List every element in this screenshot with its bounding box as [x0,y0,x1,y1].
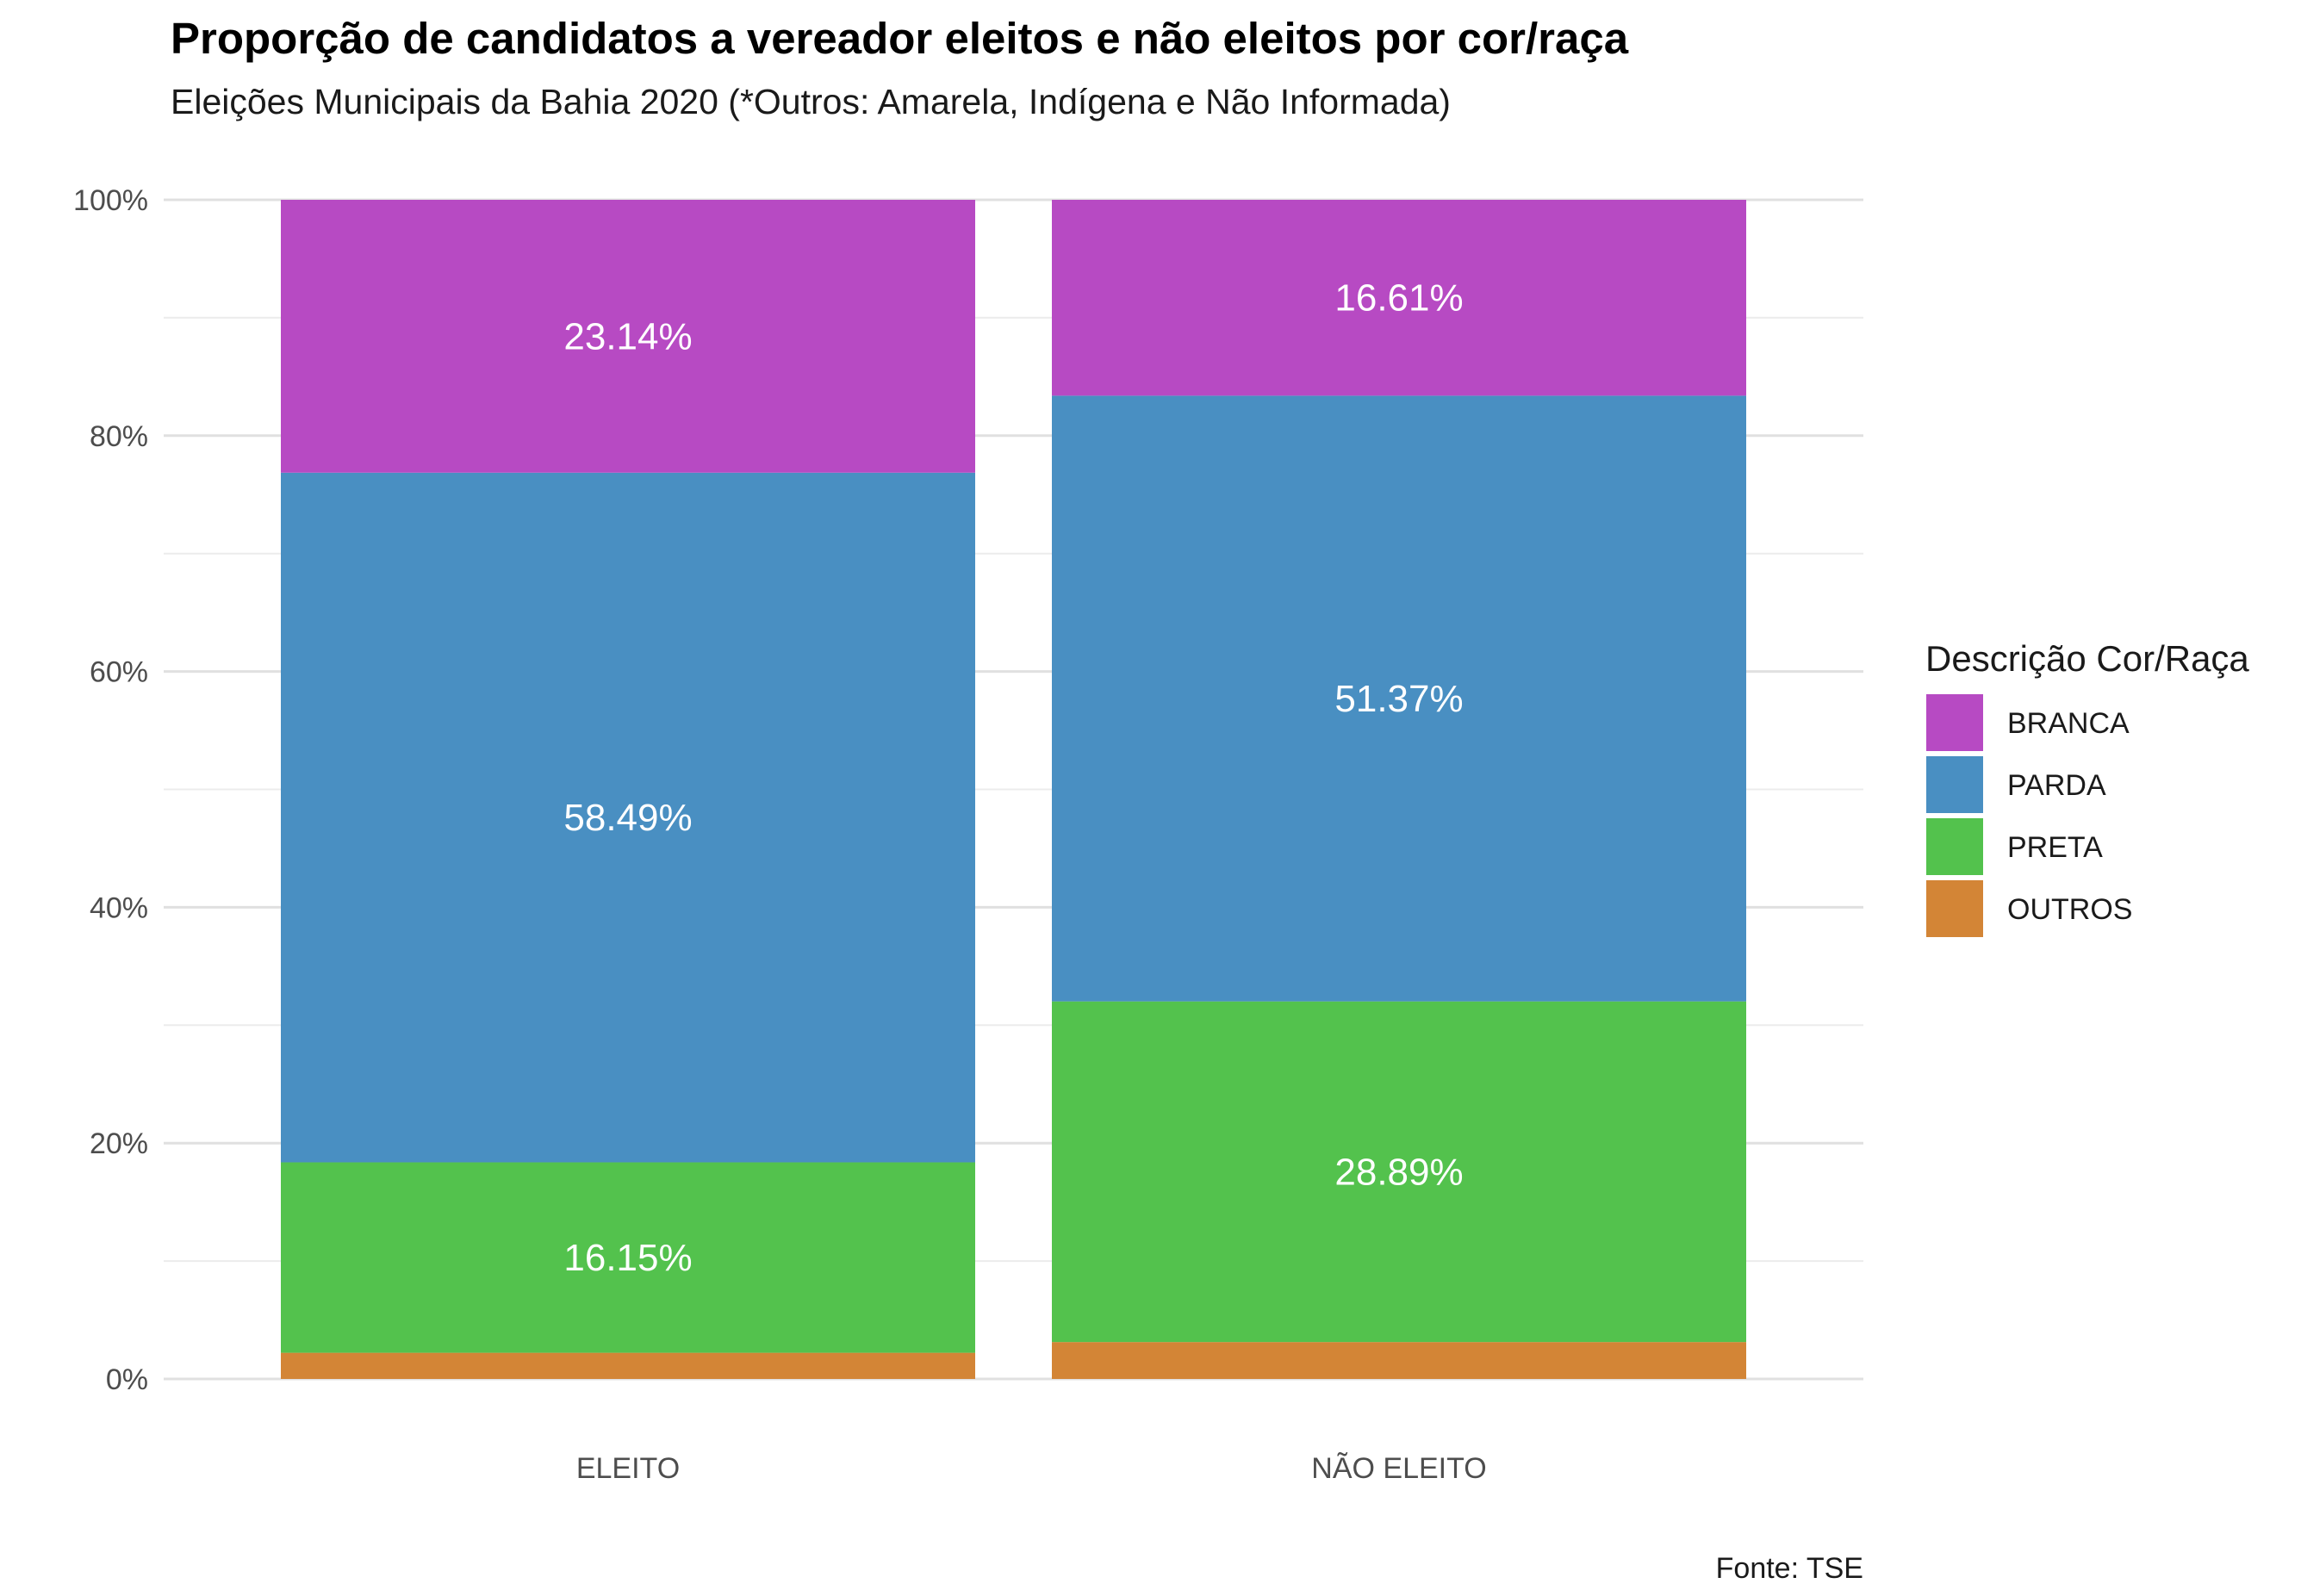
legend-key-branca [1926,694,1983,751]
bars [281,200,1746,1379]
legend-key-parda [1926,756,1983,813]
y-tick-label: 100% [73,184,148,217]
bar-segment-outros [281,1352,975,1379]
y-tick-label: 0% [106,1363,148,1396]
y-tick-label: 20% [90,1127,148,1160]
bar-segment-preta [1052,1001,1746,1343]
data-label: 51.37% [1334,678,1463,720]
y-tick-label: 60% [90,656,148,689]
y-axis: 0% 20% 40% 60% 80% 100% [73,184,148,1396]
legend-label: OUTROS [2007,893,2132,926]
data-label: 28.89% [1334,1151,1463,1193]
bar-segment-branca [281,200,975,473]
chart-subtitle: Eleições Municipais da Bahia 2020 (*Outr… [171,82,1451,121]
bar-labels: 16.15% 58.49% 23.14% 28.89% 51.37% 16.61% [563,277,1463,1279]
data-label: 16.61% [1334,277,1463,320]
bar-segment-outros [1052,1342,1746,1379]
legend-label: PARDA [2007,769,2106,802]
y-tick-label: 40% [90,891,148,924]
legend-key-outros [1926,880,1983,937]
legend: Descrição Cor/Raça BRANCA PARDA PRETA OUTRO… [1925,638,2249,937]
x-tick-label: ELEITO [576,1452,680,1485]
legend-label: PRETA [2007,831,2103,864]
x-tick-label: NÃO ELEITO [1311,1452,1486,1485]
data-label: 58.49% [563,797,692,839]
legend-title: Descrição Cor/Raça [1925,638,2249,679]
legend-key-preta [1926,818,1983,875]
y-tick-label: 80% [90,420,148,453]
legend-label: BRANCA [2007,707,2130,740]
data-label: 16.15% [563,1237,692,1279]
bar-segment-parda [281,472,975,1163]
x-axis: ELEITO NÃO ELEITO [576,1452,1487,1485]
chart-title: Proporção de candidatos a vereador eleit… [171,14,1629,63]
bar-segment-preta [281,1162,975,1353]
caption: Fonte: TSE [1716,1552,1863,1585]
bar-segment-parda [1052,395,1746,1002]
data-label: 23.14% [563,315,692,357]
bar-segment-branca [1052,200,1746,396]
